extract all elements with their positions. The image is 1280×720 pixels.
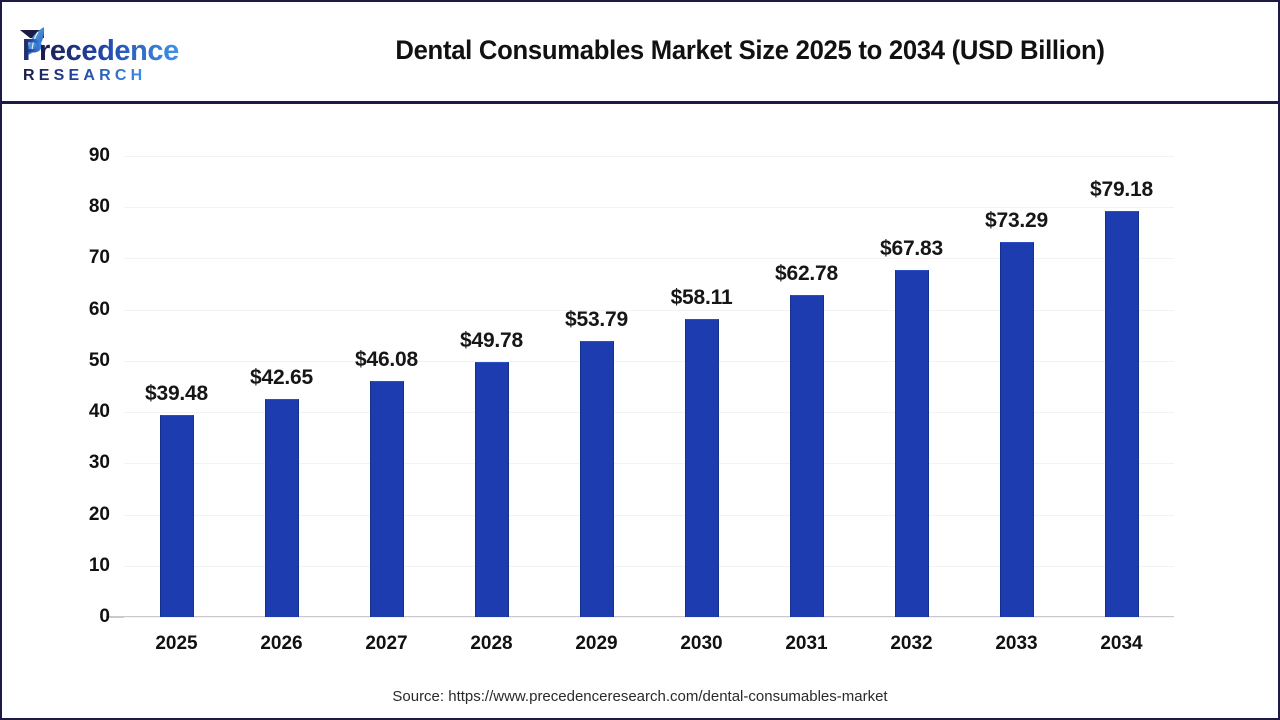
gridline [124,565,1174,567]
y-axis-tick-label: 0 [99,606,110,627]
bar[interactable] [1104,211,1139,617]
gridline [124,463,1174,465]
y-axis-tick-label: 30 [88,452,110,474]
x-axis-tick-label: 2026 [260,633,303,654]
bar[interactable] [264,398,299,617]
bar[interactable] [474,362,509,617]
y-axis-tick-label: 50 [88,349,110,371]
logo-leaf-mark [20,27,45,55]
x-axis-tick-label: 2025 [155,633,198,654]
bar-value-label: $42.65 [249,365,314,389]
bar-group: $67.83 2032 [859,156,964,654]
y-axis-tick-label: 10 [88,554,110,576]
bar[interactable] [369,380,404,617]
svg-text:P: P [22,32,42,67]
gridline [124,207,1174,209]
bar-group: $79.18 2034 [1069,156,1174,654]
bar-group: $49.78 2028 [439,156,544,654]
y-axis-tick-label: 40 [88,401,110,423]
bar[interactable] [894,269,929,617]
gridline [124,258,1174,260]
y-axis-tick-label: 70 [88,247,110,269]
y-axis-tick-label: 60 [88,298,110,320]
gridline [124,617,1174,618]
bar-group: $53.79 2029 [544,156,649,654]
bar[interactable] [159,414,194,617]
bar[interactable] [579,341,614,617]
bar-value-label: $46.08 [354,347,419,371]
x-axis-tick-label: 2030 [680,633,723,654]
bar[interactable] [684,319,719,617]
source-caption: Source: https://www.precedenceresearch.c… [392,688,888,705]
bar[interactable] [789,295,824,617]
bar-group: $73.29 2033 [964,156,1069,654]
bar-value-label: $39.48 [144,381,209,405]
precedence-research-logo: P recedence RESEARCH [14,24,224,86]
bar-group: $62.78 2031 [754,156,859,654]
gridline [124,156,1174,157]
gridline [124,412,1174,414]
bar-group: $42.65 2026 [229,156,334,654]
bar-value-label: $53.79 [564,308,629,332]
svg-text:recedence: recedence [39,35,179,67]
bar-value-label: $49.78 [459,329,524,353]
gridline [124,309,1174,311]
bar-value-label: $73.29 [984,208,1049,232]
x-axis-tick-label: 2034 [1100,633,1143,654]
y-axis-tick-label: 80 [88,196,110,218]
y-axis-tick-label: 20 [88,503,110,525]
x-axis-tick-label: 2031 [785,633,828,654]
x-axis-tick-label: 2028 [470,633,513,654]
y-axis-tick-label: 90 [88,145,110,166]
chart-canvas: 0 10 20 30 40 50 60 70 80 90 $39.48 2025 $42.65 2026 $… [2,104,1278,717]
bar-value-label: $58.11 [670,286,733,310]
page-title: Dental Consumables Market Size 2025 to 2… [395,35,1105,65]
x-axis-tick-label: 2032 [890,633,933,654]
bar-value-label: $62.78 [774,262,839,286]
gridline [124,360,1174,362]
plot-area: 0 10 20 30 40 50 60 70 80 90 $39.48 2025 $42.65 2026 $… [89,145,1174,654]
svg-text:RESEARCH: RESEARCH [23,67,146,84]
gridline [124,514,1174,516]
bar[interactable] [999,241,1034,617]
x-axis-tick-label: 2027 [365,633,408,654]
bar-group: $58.11 2030 [649,156,754,654]
header-bar: P recedence RESEARCH Dental Consumables … [2,2,1278,104]
bar-group: $39.48 2025 [124,156,229,654]
bar-value-label: $67.83 [879,236,944,260]
x-axis-tick-label: 2029 [575,633,618,654]
x-axis-tick-label: 2033 [995,633,1038,654]
bar-group: $46.08 2027 [334,156,439,654]
bar-value-label: $79.18 [1089,178,1154,202]
